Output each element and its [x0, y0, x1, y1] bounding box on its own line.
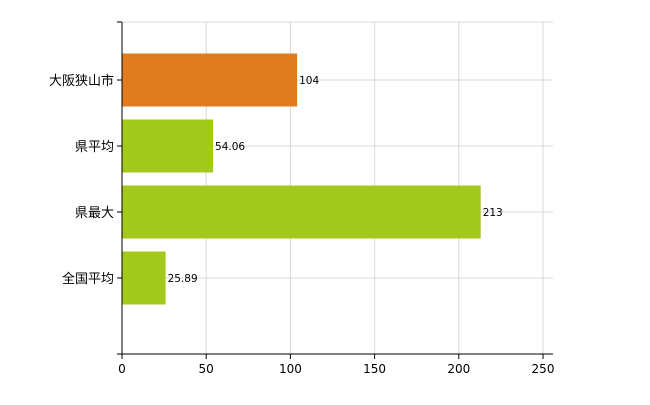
- y-tick-label-2: 県最大: [75, 206, 114, 221]
- x-tick-label-4: 200: [447, 362, 470, 376]
- x-tick-label-0: 0: [118, 362, 126, 376]
- x-tick-label-3: 150: [363, 362, 386, 376]
- bar-2: [122, 185, 481, 239]
- x-tick-label-1: 50: [199, 362, 214, 376]
- y-tick-label-3: 全国平均: [62, 271, 114, 287]
- data-label-0: 104: [299, 75, 319, 87]
- bar-3: [122, 251, 166, 305]
- y-tick-label-1: 県平均: [75, 140, 114, 155]
- x-tick-label-2: 100: [279, 362, 302, 376]
- y-tick-label-0: 大阪狭山市: [49, 73, 114, 89]
- bar-1: [122, 119, 214, 173]
- bar-0: [122, 53, 298, 107]
- data-label-3: 25.89: [168, 273, 198, 285]
- data-label-1: 54.06: [215, 141, 245, 153]
- x-tick-label-5: 250: [532, 362, 555, 376]
- data-label-2: 213: [483, 207, 503, 219]
